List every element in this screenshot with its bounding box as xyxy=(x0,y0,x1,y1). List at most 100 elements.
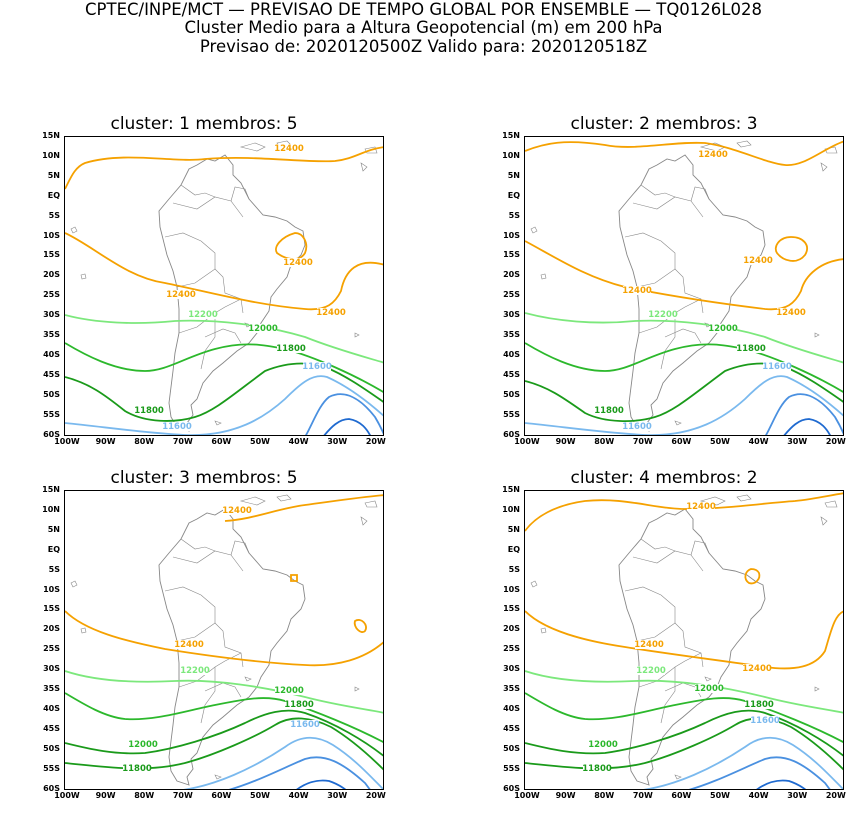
contour-label-bg xyxy=(284,258,312,267)
lat-tick-label: 50S xyxy=(503,389,520,399)
contour-label: 12400 xyxy=(274,144,304,154)
geopotential-map: 12400 12400 12400 12400 12200 12000 11800 11800… xyxy=(65,140,383,435)
lat-tick-label: 5S xyxy=(48,210,60,220)
lat-tick-label: 20S xyxy=(503,270,520,280)
lon-tick-label: 100W xyxy=(514,791,540,800)
contour-label: 11800 xyxy=(134,406,164,416)
lat-tick-label: 60S xyxy=(43,429,60,439)
country-border xyxy=(230,186,250,202)
lat-tick-label: 20S xyxy=(503,624,520,634)
contour-label: 12400 xyxy=(698,150,728,160)
lon-tick-label: 40W xyxy=(288,791,309,800)
contour-label: 11600 xyxy=(762,362,792,372)
country-border xyxy=(204,682,242,698)
lon-tick-label: 100W xyxy=(54,791,80,800)
contour-line-12400 xyxy=(525,492,843,532)
contour-label-bg xyxy=(637,666,665,675)
lat-tick-label: 10N xyxy=(502,150,520,160)
contour-line-11600 xyxy=(643,736,843,789)
contour-label: 11800 xyxy=(122,764,152,774)
contour-label-bg xyxy=(737,344,765,353)
lat-tick-label: 10S xyxy=(43,230,60,240)
country-border xyxy=(180,184,216,198)
contour-label: 12400 xyxy=(776,308,806,318)
contour-label: 12400 xyxy=(316,308,346,318)
contour-label: 12400 xyxy=(622,286,652,296)
lon-tick-label: 20W xyxy=(365,437,386,446)
island-outline xyxy=(80,273,87,280)
contour-line-11400 xyxy=(765,393,843,435)
lon-tick-label: 60W xyxy=(211,791,232,800)
island-outline xyxy=(704,676,712,682)
lat-tick-label: 50S xyxy=(43,743,60,753)
island-outline xyxy=(814,332,820,338)
map-panel-cluster-4: cluster: 4 membros: 2 15N 10N 5N EQ 5S 10S 15S… xyxy=(460,468,847,828)
contour-line-12400 xyxy=(525,240,843,311)
contour-line-12400 xyxy=(224,494,383,522)
contour-label-bg xyxy=(687,502,715,511)
lat-tick-label: 40S xyxy=(503,703,520,713)
contour-line-12400 xyxy=(353,619,367,633)
lon-tick-label: 30W xyxy=(327,791,348,800)
contour-line-12400 xyxy=(525,610,843,670)
lat-tick-label: 15N xyxy=(502,131,520,140)
contour-label: 12400 xyxy=(634,640,664,650)
lat-tick-label: EQ xyxy=(507,544,520,554)
contour-line-11200 xyxy=(323,418,371,435)
contour-label: 12200 xyxy=(188,310,218,320)
contour-label-bg xyxy=(275,144,303,153)
lon-tick-label: 90W xyxy=(555,437,576,446)
lon-tick-label: 70W xyxy=(632,437,653,446)
island-outline xyxy=(736,140,752,148)
contour-label-bg xyxy=(163,422,191,431)
contour-label: 12400 xyxy=(742,664,772,674)
lon-tick-label: 80W xyxy=(594,791,615,800)
contour-label: 12000 xyxy=(248,324,278,334)
contour-line-12000 xyxy=(65,692,383,743)
contour-label: 11600 xyxy=(750,716,780,726)
contour-line-11800 xyxy=(65,709,383,757)
lon-tick-label: 20W xyxy=(825,791,846,800)
contour-line-12400 xyxy=(744,568,761,585)
lat-tick-label: 45S xyxy=(503,369,520,379)
contour-label: 12400 xyxy=(174,640,204,650)
country-border xyxy=(200,313,216,370)
island-outline xyxy=(824,500,838,508)
island-outline xyxy=(80,627,87,634)
contour-line-12400 xyxy=(65,610,383,667)
panel-title: cluster: 1 membros: 5 xyxy=(110,114,298,134)
country-border xyxy=(632,196,704,218)
contour-label-bg xyxy=(275,686,303,695)
contour-label-bg xyxy=(223,506,251,515)
lat-tick-label: 20S xyxy=(43,624,60,634)
contour-label: 12200 xyxy=(180,666,210,676)
contour-label-bg xyxy=(175,640,203,649)
contour-label-bg xyxy=(623,286,651,295)
lat-tick-label: 60S xyxy=(43,783,60,793)
lon-tick-label: 40W xyxy=(748,437,769,446)
island-outline xyxy=(530,226,538,234)
country-border xyxy=(690,540,710,556)
geopotential-map: 12400 12400 12400 12200 12000 12000 11800 11800… xyxy=(525,492,843,789)
lat-tick-label: 45S xyxy=(43,369,60,379)
lat-tick-label: 15S xyxy=(503,604,520,614)
lat-tick-label: 40S xyxy=(43,349,60,359)
country-border xyxy=(640,184,676,198)
lat-tick-label: 30S xyxy=(43,664,60,674)
lat-tick-label: 25S xyxy=(503,644,520,654)
contour-label: 11600 xyxy=(302,362,332,372)
contour-label-bg xyxy=(695,684,723,693)
island-outline xyxy=(540,627,547,634)
lat-tick-label: 35S xyxy=(503,684,520,693)
contour-label: 12000 xyxy=(708,324,738,334)
island-outline xyxy=(814,686,820,692)
lon-tick-label: 50W xyxy=(710,791,730,800)
lat-tick-label: 40S xyxy=(43,703,60,713)
contour-label-bg xyxy=(317,308,345,317)
island-outline xyxy=(674,774,682,780)
island-outline xyxy=(239,142,266,152)
lat-tick-label: EQ xyxy=(47,544,60,554)
contour-label: 12400 xyxy=(222,506,252,516)
country-border xyxy=(230,540,250,556)
contour-line-12200 xyxy=(525,312,843,364)
